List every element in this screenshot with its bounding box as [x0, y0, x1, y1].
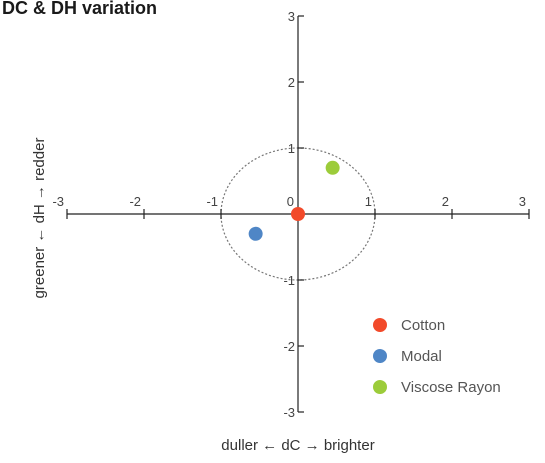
y-axis-label: greener ← dH → redder [31, 138, 48, 299]
x-tick-label: 0 [287, 194, 294, 209]
legend-label: Modal [401, 348, 442, 365]
x-tick-label: -3 [52, 194, 64, 209]
y-tick-label: 1 [288, 141, 295, 156]
y-tick-label: 3 [288, 9, 295, 24]
data-points [248, 160, 340, 241]
y-tick-label: -1 [283, 273, 295, 288]
legend-item-viscose-rayon: Viscose Rayon [373, 379, 501, 396]
legend-marker [373, 349, 387, 363]
x-tick-label: 1 [365, 194, 372, 209]
legend-label: Viscose Rayon [401, 379, 501, 396]
legend-label: Cotton [401, 317, 445, 334]
chart-title: DC & DH variation [2, 0, 157, 18]
x-axis-label: duller ← dC → brighter [221, 437, 374, 454]
legend-item-cotton: Cotton [373, 317, 445, 334]
tick-labels: -3 -2 -1 0 1 2 3 -3 -2 -1 1 2 3 [52, 9, 526, 420]
x-tick-label: 3 [519, 194, 526, 209]
data-point-viscose-rayon [325, 160, 340, 175]
legend-marker [373, 380, 387, 394]
data-point-modal [248, 226, 263, 241]
legend-marker [373, 318, 387, 332]
x-tick-label: -2 [129, 194, 141, 209]
legend: Cotton Modal Viscose Rayon [373, 317, 501, 396]
legend-item-modal: Modal [373, 348, 442, 365]
y-tick-label: 2 [288, 75, 295, 90]
y-tick-label: -3 [283, 405, 295, 420]
data-point-cotton [291, 207, 305, 221]
x-tick-label: -1 [206, 194, 218, 209]
y-tick-label: -2 [283, 339, 295, 354]
x-tick-label: 2 [442, 194, 449, 209]
